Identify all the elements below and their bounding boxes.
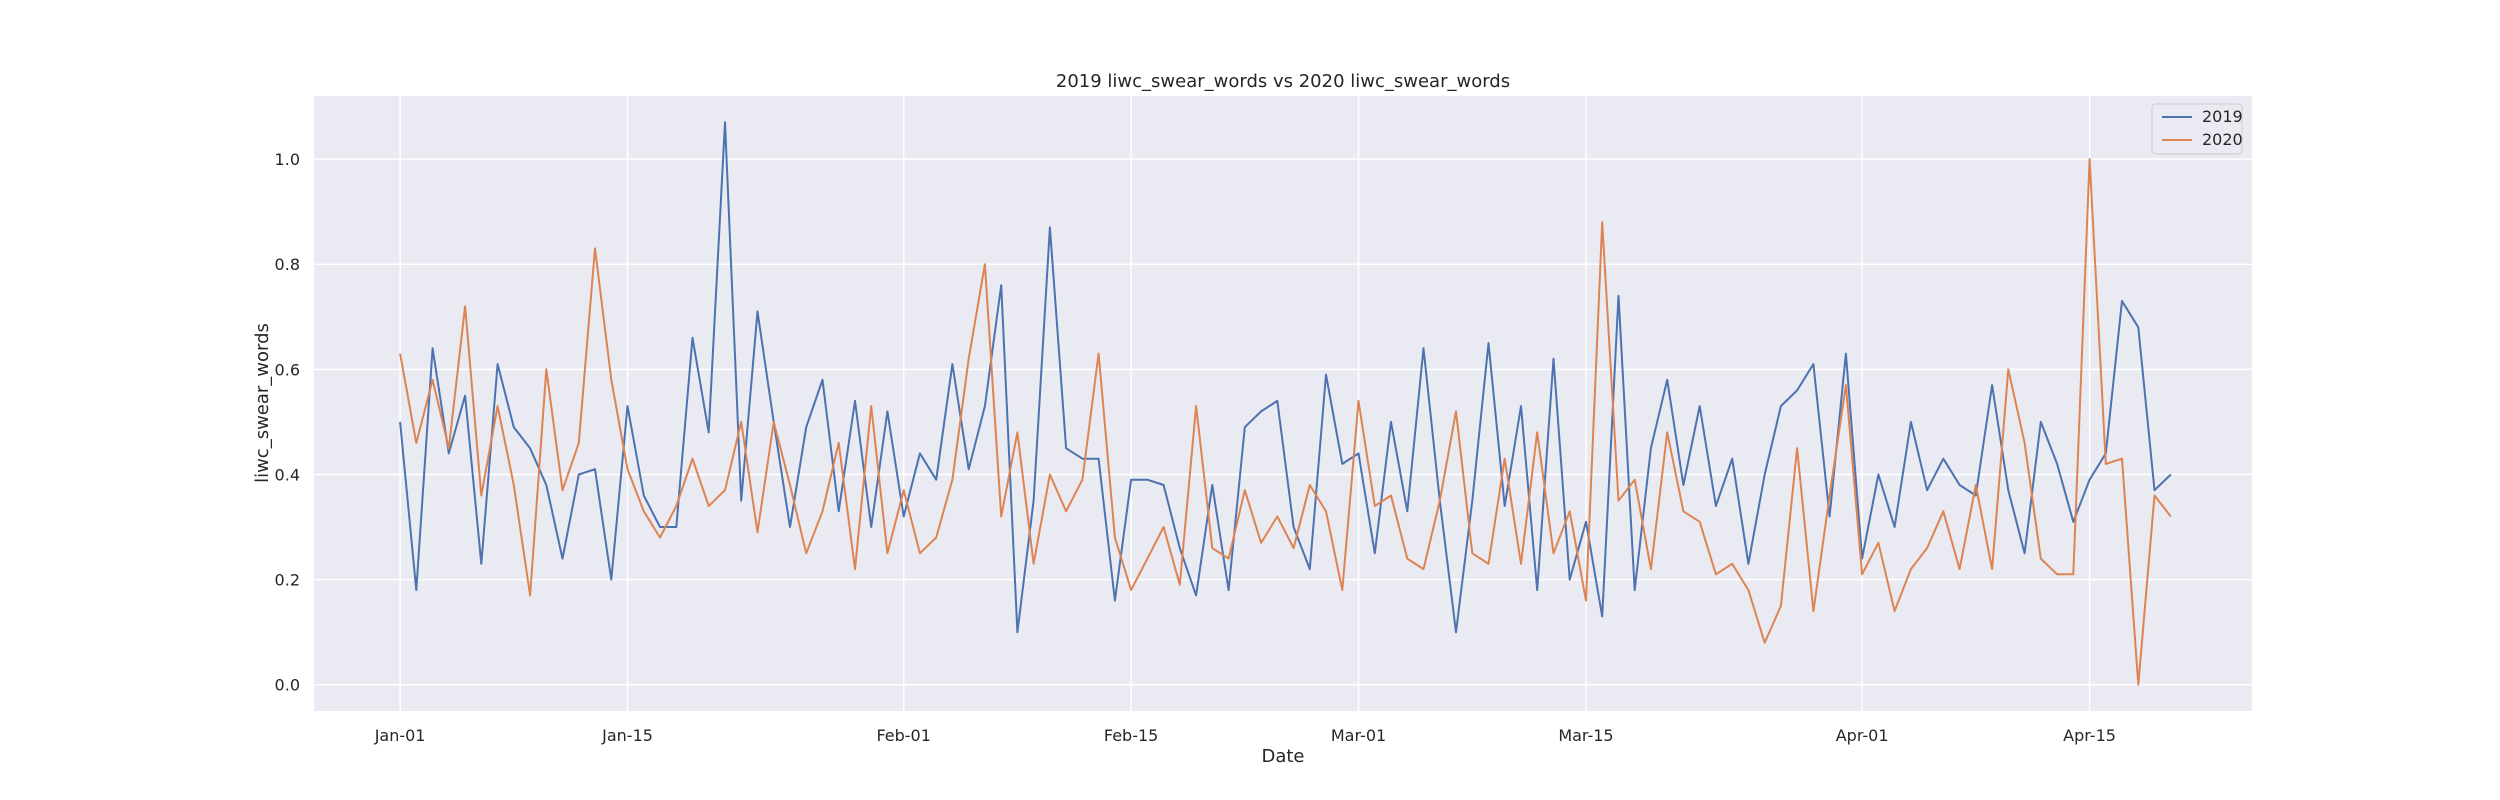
x-tick-label: Apr-15 xyxy=(2063,726,2116,745)
chart-title: 2019 liwc_swear_words vs 2020 liwc_swear… xyxy=(1056,71,1510,92)
y-tick-label: 1.0 xyxy=(275,150,300,169)
x-tick-label: Jan-01 xyxy=(374,726,426,745)
x-tick-label: Feb-15 xyxy=(1104,726,1158,745)
plot-background xyxy=(314,96,2252,711)
legend-label-2020: 2020 xyxy=(2202,130,2243,149)
grid-lines xyxy=(314,96,2252,711)
y-tick-label: 0.4 xyxy=(275,465,300,484)
x-axis-label: Date xyxy=(1261,746,1304,767)
legend-label-2019: 2019 xyxy=(2202,107,2243,126)
x-tick-label: Apr-01 xyxy=(1836,726,1889,745)
y-axis-ticks: 0.0 0.2 0.4 0.6 0.8 1.0 xyxy=(275,150,300,695)
x-axis-ticks: Jan-01 Jan-15 Feb-01 Feb-15 Mar-01 Mar-15 Apr-… xyxy=(374,726,2116,745)
series-layer xyxy=(399,121,2172,686)
y-tick-label: 0.0 xyxy=(275,676,300,695)
y-tick-label: 0.6 xyxy=(275,360,300,379)
x-tick-label: Mar-15 xyxy=(1558,726,1613,745)
x-tick-label: Mar-01 xyxy=(1331,726,1386,745)
y-axis-label: liwc_swear_words xyxy=(252,323,273,483)
y-tick-label: 0.8 xyxy=(275,255,300,274)
x-tick-label: Jan-15 xyxy=(601,726,653,745)
x-tick-label: Feb-01 xyxy=(876,726,930,745)
y-tick-label: 0.2 xyxy=(275,571,300,590)
series-line-2019 xyxy=(399,121,2172,634)
series-line-2020 xyxy=(399,158,2172,686)
legend: 2019 2020 xyxy=(2151,103,2243,155)
